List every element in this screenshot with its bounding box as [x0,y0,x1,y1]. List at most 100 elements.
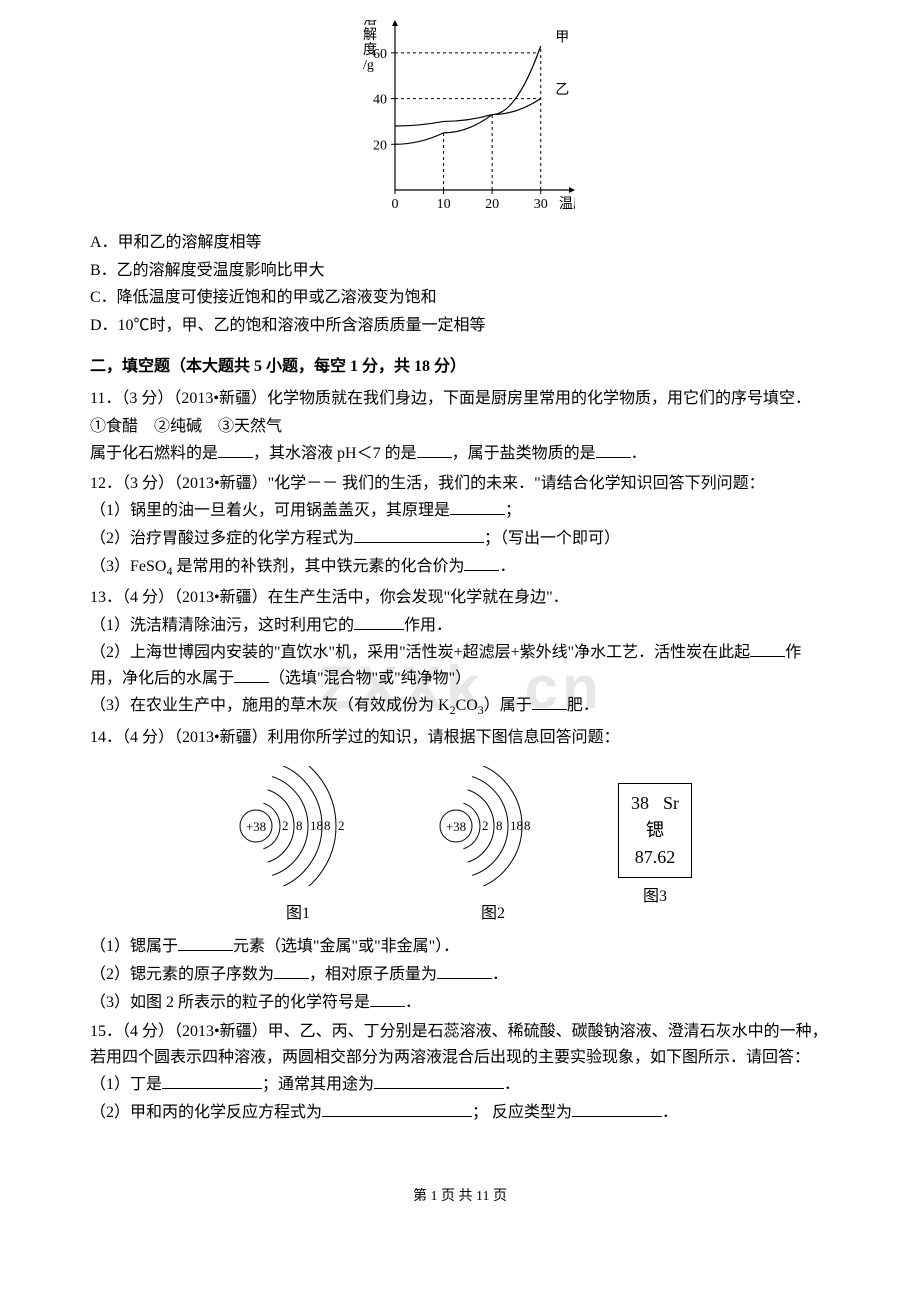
question-13: 13．（4 分）（2013•新疆）在生产生活中，你会发现"化学就在身边"． （1… [90,585,830,721]
atom1-svg: +38281882 [228,766,368,886]
blank [162,1073,262,1089]
svg-text:40: 40 [373,93,387,108]
blank [234,667,269,683]
q13-p1: （1）洗洁精清除油污，这时利用它的作用． [90,613,830,639]
option-c: C．降低温度可使接近饱和的甲或乙溶液变为饱和 [90,285,830,311]
svg-text:解: 解 [363,27,377,43]
svg-text:+38: +38 [446,819,466,834]
element-box-label: 图3 [618,884,692,910]
svg-text:2: 2 [338,818,345,833]
q10-options: A．甲和乙的溶解度相等 B．乙的溶解度受温度影响比甲大 C．降低温度可使接近饱和… [90,230,830,338]
q14-stem: 14．（4 分）（2013•新疆）利用你所学过的知识，请根据下图信息回答问题： [90,725,830,751]
q14-p1-text: （1）锶属于 [90,938,178,955]
element-number: 38 [631,790,649,817]
option-d: D．10℃时，甲、乙的饱和溶液中所含溶质质量一定相等 [90,313,830,339]
q12-p3: （3）FeSO4 是常用的补铁剂，其中铁元素的化合价为． [90,554,830,581]
q14-p3-text: （3）如图 2 所表示的粒子的化学符号是 [90,994,370,1011]
q11-text-3: ，属于盐类物质的是 [452,445,596,462]
blank [437,963,492,979]
q14-p1: （1）锶属于 元素（选填"金属"或"非金属"）． [90,934,830,960]
q14-p1-tail: 元素（选填"金属"或"非金属"）． [233,938,459,955]
svg-text:乙: 乙 [555,82,569,98]
page-footer: 第 1 页 共 11 页 [90,1186,830,1208]
blank [218,442,253,458]
q13-p1-tail: 作用． [404,617,452,634]
question-12: 12．（3 分）（2013•新疆）"化学－－ 我们的生活，我们的未来．"请结合化… [90,471,830,581]
element-name: 锶 [631,817,679,844]
q15-p2a: （2）甲和丙的化学反应方程式为 [90,1104,322,1121]
atom-diagram-2: +3828188 图2 [428,766,558,926]
q11-fill: 属于化石燃料的是，其水溶液 pH＜7 的是，属于盐类物质的是． [90,441,830,467]
blank [354,614,404,630]
option-b: B．乙的溶解度受温度影响比甲大 [90,258,830,284]
q11-stem: 11．（3 分）（2013•新疆）化学物质就在我们身边，下面是厨房里常用的化学物… [90,386,830,412]
svg-text:溶: 溶 [363,20,377,28]
svg-text:8: 8 [324,818,331,833]
svg-text:2: 2 [282,818,289,833]
svg-text:8: 8 [496,818,503,833]
element-mass: 87.62 [631,844,679,871]
q12-p1-text: （1）锅里的油一旦着火，可用锅盖盖灭，其原理是 [90,502,450,519]
blank [322,1101,472,1117]
q12-p1-tail: ； [505,502,521,519]
q12-p2: （2）治疗胃酸过多症的化学方程式为；（写出一个即可） [90,526,830,552]
svg-text:8: 8 [524,818,531,833]
atom1-label: 图1 [228,901,368,927]
q14-p3-tail: ． [405,994,421,1011]
blank [374,1073,504,1089]
atom-diagram-1: +38281882 图1 [228,766,368,926]
blank [178,935,233,951]
blank [596,442,631,458]
q13-p3a: （3）在农业生产中，施用的草木灰（有效成份为 K [90,697,450,714]
page-content: 0102030204060溶解度/g温度/℃甲乙 A．甲和乙的溶解度相等 B．乙… [90,20,830,1208]
q15-p2: （2）甲和丙的化学反应方程式为 ； 反应类型为 ． [90,1100,830,1126]
svg-text:2: 2 [482,818,489,833]
q14-p3: （3）如图 2 所表示的粒子的化学符号是 ． [90,990,830,1016]
q13-p2: （2）上海世博园内安装的"直饮水"机，采用"活性炭+超滤层+紫外线"净水工艺．活… [90,640,830,691]
svg-text:20: 20 [373,138,387,153]
q13-stem: 13．（4 分）（2013•新疆）在生产生活中，你会发现"化学就在身边"． [90,585,830,611]
element-symbol: Sr [663,790,679,817]
section-2-title: 二，填空题（本大题共 5 小题，每空 1 分，共 18 分） [90,354,830,380]
svg-text:甲: 甲 [555,30,569,45]
svg-text:0: 0 [392,197,399,212]
blank [532,694,567,710]
q12-p1: （1）锅里的油一旦着火，可用锅盖盖灭，其原理是 ； [90,498,830,524]
q11-text-2: ，其水溶液 pH＜7 的是 [253,445,417,462]
blank [417,442,452,458]
question-14: 14．（4 分）（2013•新疆）利用你所学过的知识，请根据下图信息回答问题： … [90,725,830,1016]
svg-text:18: 18 [310,818,323,833]
q14-diagrams: +38281882 图1 +3828188 图2 38 Sr 锶 87.62 图… [90,766,830,926]
solubility-chart-container: 0102030204060溶解度/g温度/℃甲乙 [90,20,830,220]
svg-text:8: 8 [296,818,303,833]
svg-text:30: 30 [534,197,548,212]
q15-p1b: ；通常其用途为 [262,1076,374,1093]
q12-p3-b: 是常用的补铁剂，其中铁元素的化合价为 [172,558,464,575]
blank [572,1101,662,1117]
svg-text:20: 20 [485,197,499,212]
element-box: 38 Sr 锶 87.62 [618,783,692,878]
svg-text:温度/℃: 温度/℃ [559,196,575,212]
q12-p3-tail: ． [499,558,515,575]
blank [370,991,405,1007]
q15-p1a: （1）丁是 [90,1076,162,1093]
svg-text:10: 10 [437,197,451,212]
q13-p2b-tail: （选填"混合物"或"纯净物"） [269,670,471,687]
blank [274,963,309,979]
question-11: 11．（3 分）（2013•新疆）化学物质就在我们身边，下面是厨房里常用的化学物… [90,386,830,467]
element-box-block: 38 Sr 锶 87.62 图3 [618,783,692,910]
blank [750,641,785,657]
q14-p2: （2）锶元素的原子序数为，相对原子质量为． [90,962,830,988]
q15-p2-tail: ． [662,1104,678,1121]
q11-text-1: 属于化石燃料的是 [90,445,218,462]
blank [450,499,505,515]
svg-text:18: 18 [510,818,523,833]
q15-p1: （1）丁是 ；通常其用途为 ． [90,1072,830,1098]
q12-p3-a: （3）FeSO [90,558,166,575]
q15-p2b: ； 反应类型为 [472,1104,572,1121]
q15-p1-tail: ． [504,1076,520,1093]
q12-p2-text: （2）治疗胃酸过多症的化学方程式为 [90,530,354,547]
atom2-svg: +3828188 [428,766,558,886]
q15-stem: 15．（4 分）（2013•新疆）甲、乙、丙、丁分别是石蕊溶液、稀硫酸、碳酸钠溶… [90,1019,830,1070]
q12-stem: 12．（3 分）（2013•新疆）"化学－－ 我们的生活，我们的未来．"请结合化… [90,471,830,497]
